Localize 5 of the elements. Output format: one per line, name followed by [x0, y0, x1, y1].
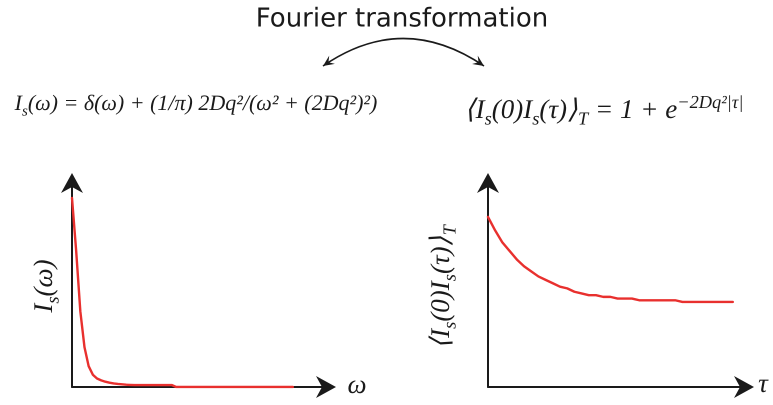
text: ⟨I$_{s}$(0)I$_{s}$(τ)⟩$_{T}$ = 1 + e$^{−2Dq²|τ|}$ — [464, 92, 744, 129]
x-axis-title: ω — [347, 369, 367, 400]
x-axis-title: τ — [758, 368, 768, 399]
text: I$_{s}$(ω) = δ(ω) + (1/π) 2Dq²/(ω² + (2Dq²)²) — [14, 90, 378, 120]
text: Fourier transformation — [256, 4, 548, 34]
